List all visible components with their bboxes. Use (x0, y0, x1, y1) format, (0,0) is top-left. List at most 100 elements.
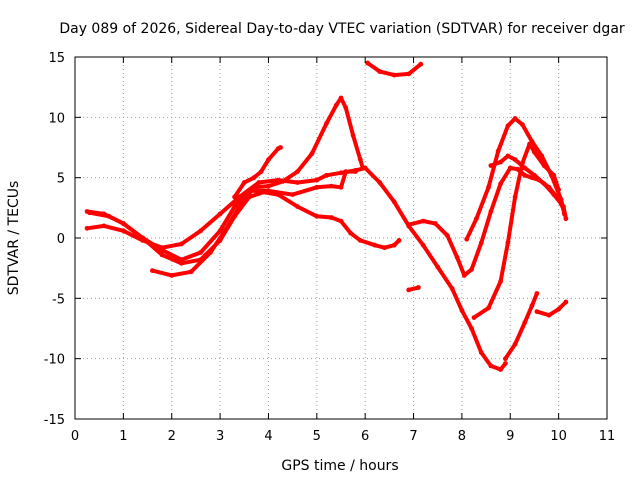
data-point (365, 60, 370, 66)
data-point (520, 122, 525, 127)
data-point (101, 223, 107, 229)
y-tick-label: -5 (52, 292, 65, 307)
data-point (512, 194, 518, 200)
data-point (551, 192, 557, 198)
data-point (338, 218, 344, 224)
data-point (532, 172, 537, 178)
x-tick-label: 6 (361, 429, 369, 444)
data-point (280, 178, 286, 184)
data-point (208, 250, 213, 255)
data-point (343, 169, 349, 175)
data-point (418, 61, 424, 67)
data-point (377, 69, 383, 74)
data-point (515, 166, 520, 172)
data-point (478, 240, 484, 246)
data-point (561, 204, 566, 210)
data-point (275, 192, 281, 198)
data-point (372, 242, 378, 248)
y-tick-label: 5 (57, 172, 65, 187)
x-tick-label: 3 (216, 429, 224, 444)
data-point (551, 172, 557, 178)
y-tick-label: 10 (48, 111, 65, 126)
data-point (396, 238, 402, 243)
data-point (338, 95, 344, 101)
data-point (266, 157, 271, 163)
data-point (532, 149, 537, 155)
data-point (478, 350, 484, 355)
data-point (488, 363, 494, 369)
data-point (507, 165, 513, 171)
data-point (391, 199, 397, 205)
data-point (527, 141, 532, 147)
data-point (179, 260, 184, 266)
data-point (232, 204, 238, 210)
data-point (486, 184, 491, 190)
y-tick-label: 15 (48, 51, 65, 66)
data-point (420, 242, 426, 248)
data-point (503, 356, 508, 362)
data-point (198, 250, 204, 255)
x-tick-label: 11 (599, 429, 616, 444)
axis-ticks: 0 1 2 3 4 5 6 7 8 9 10 11 -15 -10 -5 0 5 10 15 (44, 51, 616, 444)
data-point (121, 228, 126, 234)
data-point (237, 204, 242, 210)
data-point (563, 299, 569, 305)
data-point (338, 184, 344, 190)
data-point (505, 240, 511, 246)
series-track-c (87, 190, 401, 266)
x-tick-label: 9 (506, 429, 514, 444)
data-point (563, 216, 569, 222)
data-point (295, 204, 300, 210)
data-point (357, 157, 363, 163)
data-point (290, 192, 295, 198)
series-track-m (488, 153, 568, 221)
data-point (391, 72, 397, 78)
data-point (261, 189, 266, 195)
data-point (512, 116, 518, 121)
data-point (488, 209, 494, 214)
data-point (328, 183, 334, 189)
grid (75, 57, 607, 419)
data-point (416, 285, 421, 290)
data-point (505, 153, 511, 159)
data-point (87, 210, 92, 216)
data-point (474, 216, 479, 222)
data-point (343, 105, 349, 111)
data-point (503, 361, 508, 366)
data-point (251, 184, 257, 190)
data-point (461, 273, 467, 278)
x-tick-label: 7 (409, 429, 417, 444)
data-point (278, 145, 283, 150)
data-point (522, 320, 528, 325)
data-point (106, 213, 112, 219)
data-point (498, 279, 503, 284)
data-point (251, 175, 257, 181)
data-point (360, 165, 366, 171)
x-tick-label: 5 (313, 429, 321, 444)
data-point (469, 326, 474, 331)
data-point (314, 177, 320, 183)
series-track-d (150, 96, 365, 278)
data-point (382, 245, 387, 251)
data-point (338, 170, 344, 176)
data-point (420, 218, 426, 224)
y-tick-label: -10 (44, 353, 65, 368)
data-point (328, 215, 334, 220)
data-point (357, 238, 363, 243)
data-series-group (84, 60, 569, 372)
data-point (469, 267, 474, 272)
data-point (406, 222, 412, 228)
data-point (314, 213, 320, 219)
data-point (324, 172, 329, 178)
data-point (353, 169, 358, 175)
x-axis-label: GPS time / hours (281, 458, 398, 474)
data-point (266, 183, 271, 189)
x-tick-label: 1 (119, 429, 127, 444)
data-point (258, 169, 264, 175)
data-point (140, 235, 146, 241)
data-point (541, 181, 547, 187)
data-point (256, 180, 262, 185)
data-point (522, 165, 528, 171)
x-tick-label: 0 (71, 429, 79, 444)
